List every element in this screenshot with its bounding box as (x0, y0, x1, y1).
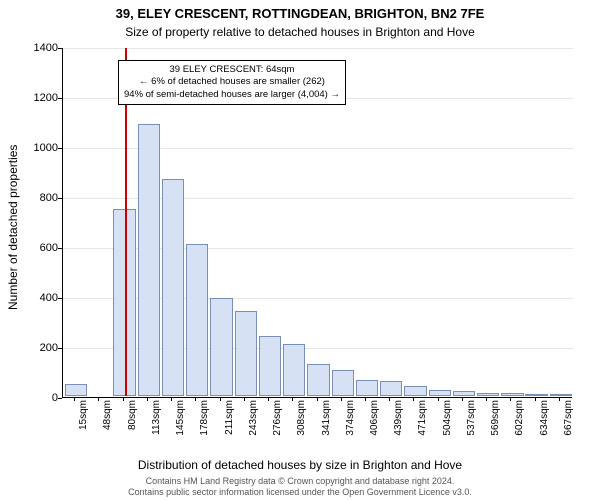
histogram-bar (259, 336, 281, 396)
xtick-label: 276sqm (273, 400, 283, 440)
xtick-mark (292, 397, 293, 401)
xtick-label: 406sqm (370, 400, 380, 440)
xtick-label: 504sqm (443, 400, 453, 440)
xtick-mark (98, 397, 99, 401)
xtick-mark (171, 397, 172, 401)
histogram-bar (283, 344, 305, 396)
ytick-mark (58, 198, 62, 199)
x-axis-label: Distribution of detached houses by size … (0, 458, 600, 472)
xtick-label: 374sqm (346, 400, 356, 440)
xtick-label: 439sqm (394, 400, 404, 440)
xtick-mark (413, 397, 414, 401)
ytick-mark (58, 398, 62, 399)
ytick-label: 1200 (18, 93, 58, 104)
xtick-mark (510, 397, 511, 401)
histogram-bar (380, 381, 402, 396)
footer-line1: Contains HM Land Registry data © Crown c… (0, 476, 600, 487)
ytick-mark (58, 248, 62, 249)
xtick-mark (123, 397, 124, 401)
xtick-label: 602sqm (515, 400, 525, 440)
annotation-line2: ← 6% of detached houses are smaller (262… (124, 76, 340, 88)
ytick-mark (58, 298, 62, 299)
xtick-mark (389, 397, 390, 401)
xtick-label: 15sqm (79, 400, 89, 440)
histogram-bar (550, 394, 572, 396)
chart-title-block: 39, ELEY CRESCENT, ROTTINGDEAN, BRIGHTON… (0, 0, 600, 40)
histogram-bar (429, 390, 451, 396)
xtick-label: 308sqm (297, 400, 307, 440)
annotation-line3: 94% of semi-detached houses are larger (… (124, 89, 340, 101)
ytick-label: 0 (18, 393, 58, 404)
annotation-line1: 39 ELEY CRESCENT: 64sqm (124, 64, 340, 76)
chart-footer: Contains HM Land Registry data © Crown c… (0, 476, 600, 499)
xtick-label: 211sqm (225, 400, 235, 440)
xtick-mark (195, 397, 196, 401)
xtick-label: 113sqm (152, 400, 162, 440)
xtick-mark (268, 397, 269, 401)
xtick-mark (341, 397, 342, 401)
ytick-mark (58, 348, 62, 349)
xtick-label: 145sqm (176, 400, 186, 440)
histogram-bar (235, 311, 257, 396)
xtick-label: 243sqm (249, 400, 259, 440)
histogram-bar (525, 394, 547, 396)
xtick-mark (486, 397, 487, 401)
ytick-label: 200 (18, 343, 58, 354)
xtick-label: 537sqm (467, 400, 477, 440)
histogram-bar (356, 380, 378, 396)
ytick-label: 800 (18, 193, 58, 204)
ytick-label: 400 (18, 293, 58, 304)
xtick-mark (438, 397, 439, 401)
xtick-mark (365, 397, 366, 401)
histogram-bar (138, 124, 160, 396)
histogram-bar (477, 393, 499, 396)
histogram-bar (501, 393, 523, 396)
xtick-mark (147, 397, 148, 401)
xtick-label: 80sqm (128, 400, 138, 440)
plot-area: 0200400600800100012001400 15sqm48sqm80sq… (62, 48, 572, 398)
ytick-mark (58, 98, 62, 99)
xtick-label: 569sqm (491, 400, 501, 440)
y-axis-label: Number of detached properties (6, 145, 20, 310)
ytick-mark (58, 148, 62, 149)
ytick-label: 1400 (18, 43, 58, 54)
xtick-mark (74, 397, 75, 401)
histogram-bar (453, 391, 475, 396)
xtick-label: 667sqm (564, 400, 574, 440)
xtick-label: 178sqm (200, 400, 210, 440)
xtick-label: 341sqm (322, 400, 332, 440)
xtick-mark (220, 397, 221, 401)
histogram-bar (186, 244, 208, 396)
chart-address-title: 39, ELEY CRESCENT, ROTTINGDEAN, BRIGHTON… (0, 6, 600, 23)
footer-line2: Contains public sector information licen… (0, 487, 600, 498)
histogram-bar (404, 386, 426, 396)
xtick-mark (559, 397, 560, 401)
xtick-mark (462, 397, 463, 401)
xtick-label: 48sqm (103, 400, 113, 440)
annotation-box: 39 ELEY CRESCENT: 64sqm ← 6% of detached… (118, 60, 346, 105)
xtick-label: 471sqm (418, 400, 428, 440)
histogram-bar (162, 179, 184, 396)
ytick-mark (58, 48, 62, 49)
xtick-mark (317, 397, 318, 401)
xtick-label: 634sqm (540, 400, 550, 440)
ytick-label: 1000 (18, 143, 58, 154)
xtick-mark (244, 397, 245, 401)
histogram-bar (332, 370, 354, 396)
chart-container: { "title": { "line1": "39, ELEY CRESCENT… (0, 0, 600, 500)
histogram-bar (210, 298, 232, 396)
xtick-mark (535, 397, 536, 401)
histogram-bar (307, 364, 329, 396)
chart-subtitle: Size of property relative to detached ho… (0, 25, 600, 41)
histogram-bar (65, 384, 87, 396)
ytick-label: 600 (18, 243, 58, 254)
